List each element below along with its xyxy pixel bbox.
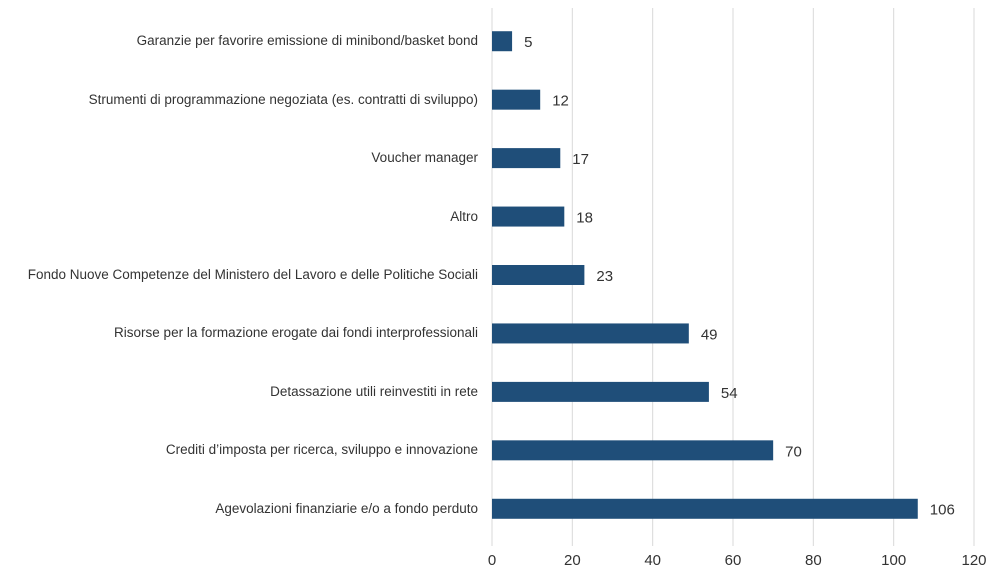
value-label: 49 <box>701 326 718 343</box>
value-label: 54 <box>721 385 738 402</box>
value-label: 12 <box>552 93 569 110</box>
y-tick-label: Altro <box>450 208 478 224</box>
value-label: 106 <box>930 502 955 519</box>
value-label: 5 <box>524 34 532 51</box>
y-tick-label: Risorse per la formazione erogate dai fo… <box>114 325 478 341</box>
x-tick-label: 20 <box>564 552 581 569</box>
x-tick-label: 40 <box>644 552 661 569</box>
y-tick-label: Garanzie per favorire emissione di minib… <box>136 33 478 49</box>
bar <box>492 148 561 169</box>
y-tick-label: Fondo Nuove Competenze del Ministero del… <box>27 267 478 282</box>
value-label: 70 <box>785 443 802 460</box>
bar <box>492 206 565 227</box>
bar <box>492 31 513 52</box>
y-tick-label: Strumenti di programmazione negoziata (e… <box>88 91 478 107</box>
y-tick-label: Crediti d’imposta per ricerca, sviluppo … <box>165 442 478 458</box>
bar <box>492 440 774 461</box>
y-tick-label: Agevolazioni finanziarie e/o a fondo per… <box>215 500 478 516</box>
x-tick-label: 60 <box>725 552 742 569</box>
bar <box>492 381 709 402</box>
x-tick-label: 120 <box>961 552 986 569</box>
y-tick-label: Voucher manager <box>371 150 478 166</box>
x-tick-label: 80 <box>805 552 822 569</box>
x-tick-label: 0 <box>488 552 496 569</box>
x-tick-label: 100 <box>881 552 906 569</box>
value-label: 17 <box>572 151 589 168</box>
bar <box>492 89 541 110</box>
bar <box>492 323 689 344</box>
value-label: 18 <box>576 210 593 227</box>
bar <box>492 498 918 519</box>
bar <box>492 265 585 285</box>
value-label: 23 <box>596 268 613 285</box>
y-tick-label: Detassazione utili reinvestiti in rete <box>270 383 478 399</box>
